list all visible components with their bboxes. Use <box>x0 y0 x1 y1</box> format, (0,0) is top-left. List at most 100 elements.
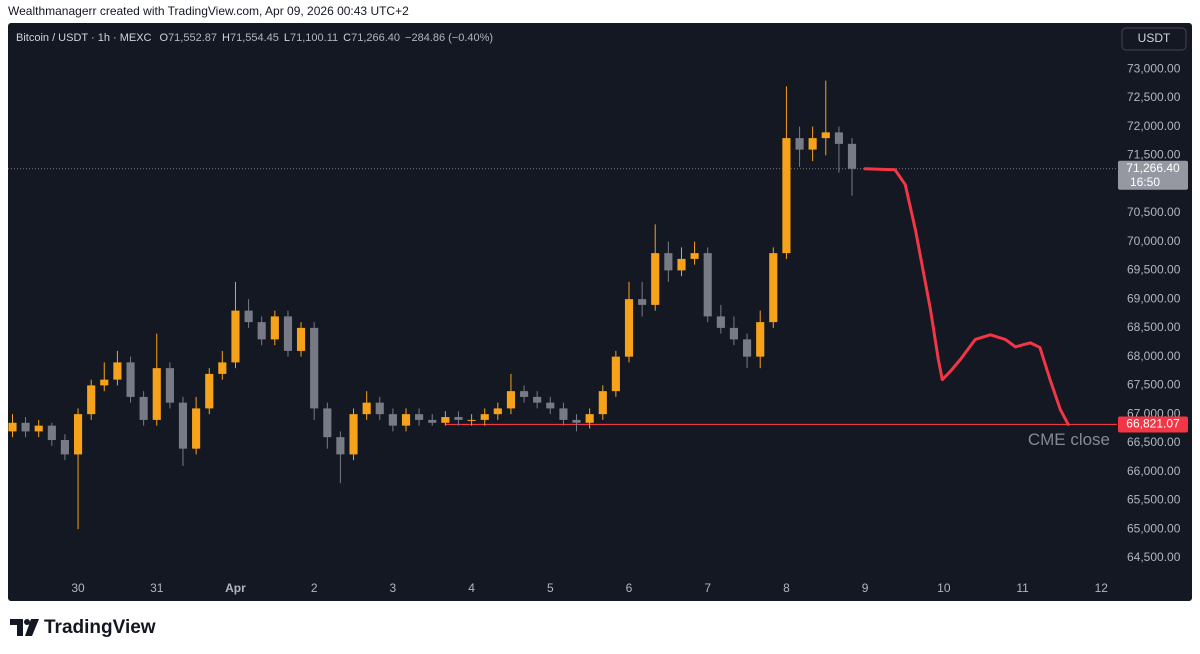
candle-body <box>257 322 266 340</box>
projection-line <box>863 167 1070 426</box>
candle-body <box>795 138 804 150</box>
candle-body <box>651 253 660 305</box>
ohlc-value: 71,552.87 <box>168 32 217 44</box>
candle-body <box>100 379 109 386</box>
candle-body <box>415 414 424 420</box>
y-tick-label: 65,000.00 <box>1127 521 1181 535</box>
y-tick-label: 66,500.00 <box>1127 435 1181 449</box>
candle-body <box>441 417 450 423</box>
logo-mark <box>10 619 23 636</box>
ohlc-key: H <box>222 32 230 44</box>
x-tick-label: 9 <box>862 581 869 595</box>
candle-body <box>493 408 502 415</box>
currency-box <box>1121 27 1187 51</box>
x-tick-label: 2 <box>311 581 318 595</box>
candle-body <box>205 373 214 409</box>
y-tick-label: 68,000.00 <box>1127 349 1181 363</box>
ohlc-value: 71,266.40 <box>351 32 400 44</box>
candle-body <box>165 368 174 403</box>
candle-body <box>401 414 411 426</box>
last-price-box <box>1118 160 1188 190</box>
candle-body <box>218 362 227 374</box>
x-tick-label: 30 <box>71 581 85 595</box>
candle-body <box>729 327 738 340</box>
y-tick-label: 66,000.00 <box>1127 464 1181 478</box>
ohlc-value: 71,100.11 <box>290 32 338 44</box>
candle-body <box>126 362 135 397</box>
candle-body <box>821 132 830 139</box>
countdown: 16:50 <box>1130 175 1160 189</box>
ohlc-key: C <box>343 32 351 44</box>
candle-body <box>244 310 253 323</box>
candle-body <box>703 253 712 317</box>
candle-body <box>598 391 607 415</box>
candle-body <box>283 316 293 351</box>
ohlc-key: O <box>160 32 169 44</box>
x-tick-label: Apr <box>225 581 246 595</box>
candle-body <box>113 362 122 380</box>
annotation: CME close <box>1028 430 1110 449</box>
logo-mark <box>25 619 39 636</box>
ohlc-key: L <box>284 32 290 44</box>
candle-body <box>375 402 384 415</box>
candle-body <box>559 408 568 420</box>
candle-body <box>782 138 791 254</box>
candle-body <box>769 253 778 323</box>
x-tick-label: 31 <box>150 581 164 595</box>
candle-body <box>296 327 306 351</box>
symbol: Bitcoin / USDT · 1h · MEXC <box>16 32 152 44</box>
candle-body <box>716 316 725 328</box>
candle-body <box>572 419 581 423</box>
candle-body <box>47 425 56 441</box>
change: −284.86 (−0.40%) <box>405 32 493 44</box>
y-tick-label: 68,500.00 <box>1127 320 1181 334</box>
candle-body <box>467 419 476 421</box>
candle-body <box>690 253 699 259</box>
candle-body <box>664 253 673 271</box>
candle-body <box>546 402 555 409</box>
y-tick-label: 67,500.00 <box>1127 378 1181 392</box>
candle-body <box>8 422 17 432</box>
candle-body <box>624 299 634 357</box>
y-tick-label: 69,000.00 <box>1127 291 1181 305</box>
candle-body <box>231 310 240 363</box>
candle-body <box>847 143 857 169</box>
x-tick-label: 7 <box>704 581 711 595</box>
candle-body <box>808 138 817 150</box>
currency: USDT <box>1138 31 1171 45</box>
candle-body <box>428 419 437 423</box>
last-price-label: 71,266.40 <box>1126 161 1180 175</box>
candle-body <box>270 316 279 340</box>
y-tick-label: 70,000.00 <box>1127 234 1181 248</box>
candle-body <box>454 417 463 420</box>
candle-body <box>178 402 188 449</box>
candle-body <box>139 396 148 420</box>
ohlc-value: 71,554.45 <box>230 32 279 44</box>
candle-body <box>192 408 201 449</box>
candle-body <box>585 414 594 423</box>
x-tick-label: 3 <box>390 581 397 595</box>
x-tick-label: 4 <box>468 581 475 595</box>
logo <box>10 619 39 636</box>
candle-body <box>336 437 345 455</box>
x-tick-label: 10 <box>937 581 951 595</box>
y-tick-label: 72,500.00 <box>1127 90 1181 104</box>
hline-label: 66,821.07 <box>1126 417 1180 431</box>
legend-text: Bitcoin / USDT · 1h · MEXC O71,552.87 H71,… <box>16 32 493 44</box>
logo-mark <box>24 619 30 625</box>
candle-body <box>677 258 686 271</box>
y-tick-label: 64,500.00 <box>1127 550 1181 564</box>
candle-body <box>638 299 647 305</box>
candle-body <box>506 391 516 409</box>
candle-body <box>349 414 358 455</box>
candle-body <box>87 385 96 415</box>
candle-body <box>388 414 397 426</box>
candle-body <box>756 322 765 357</box>
x-tick-label: 6 <box>626 581 633 595</box>
brand: TradingView <box>44 617 156 638</box>
x-tick-label: 5 <box>547 581 554 595</box>
candle-body <box>834 132 843 144</box>
candle-body <box>533 396 542 403</box>
y-tick-label: 70,500.00 <box>1127 205 1181 219</box>
